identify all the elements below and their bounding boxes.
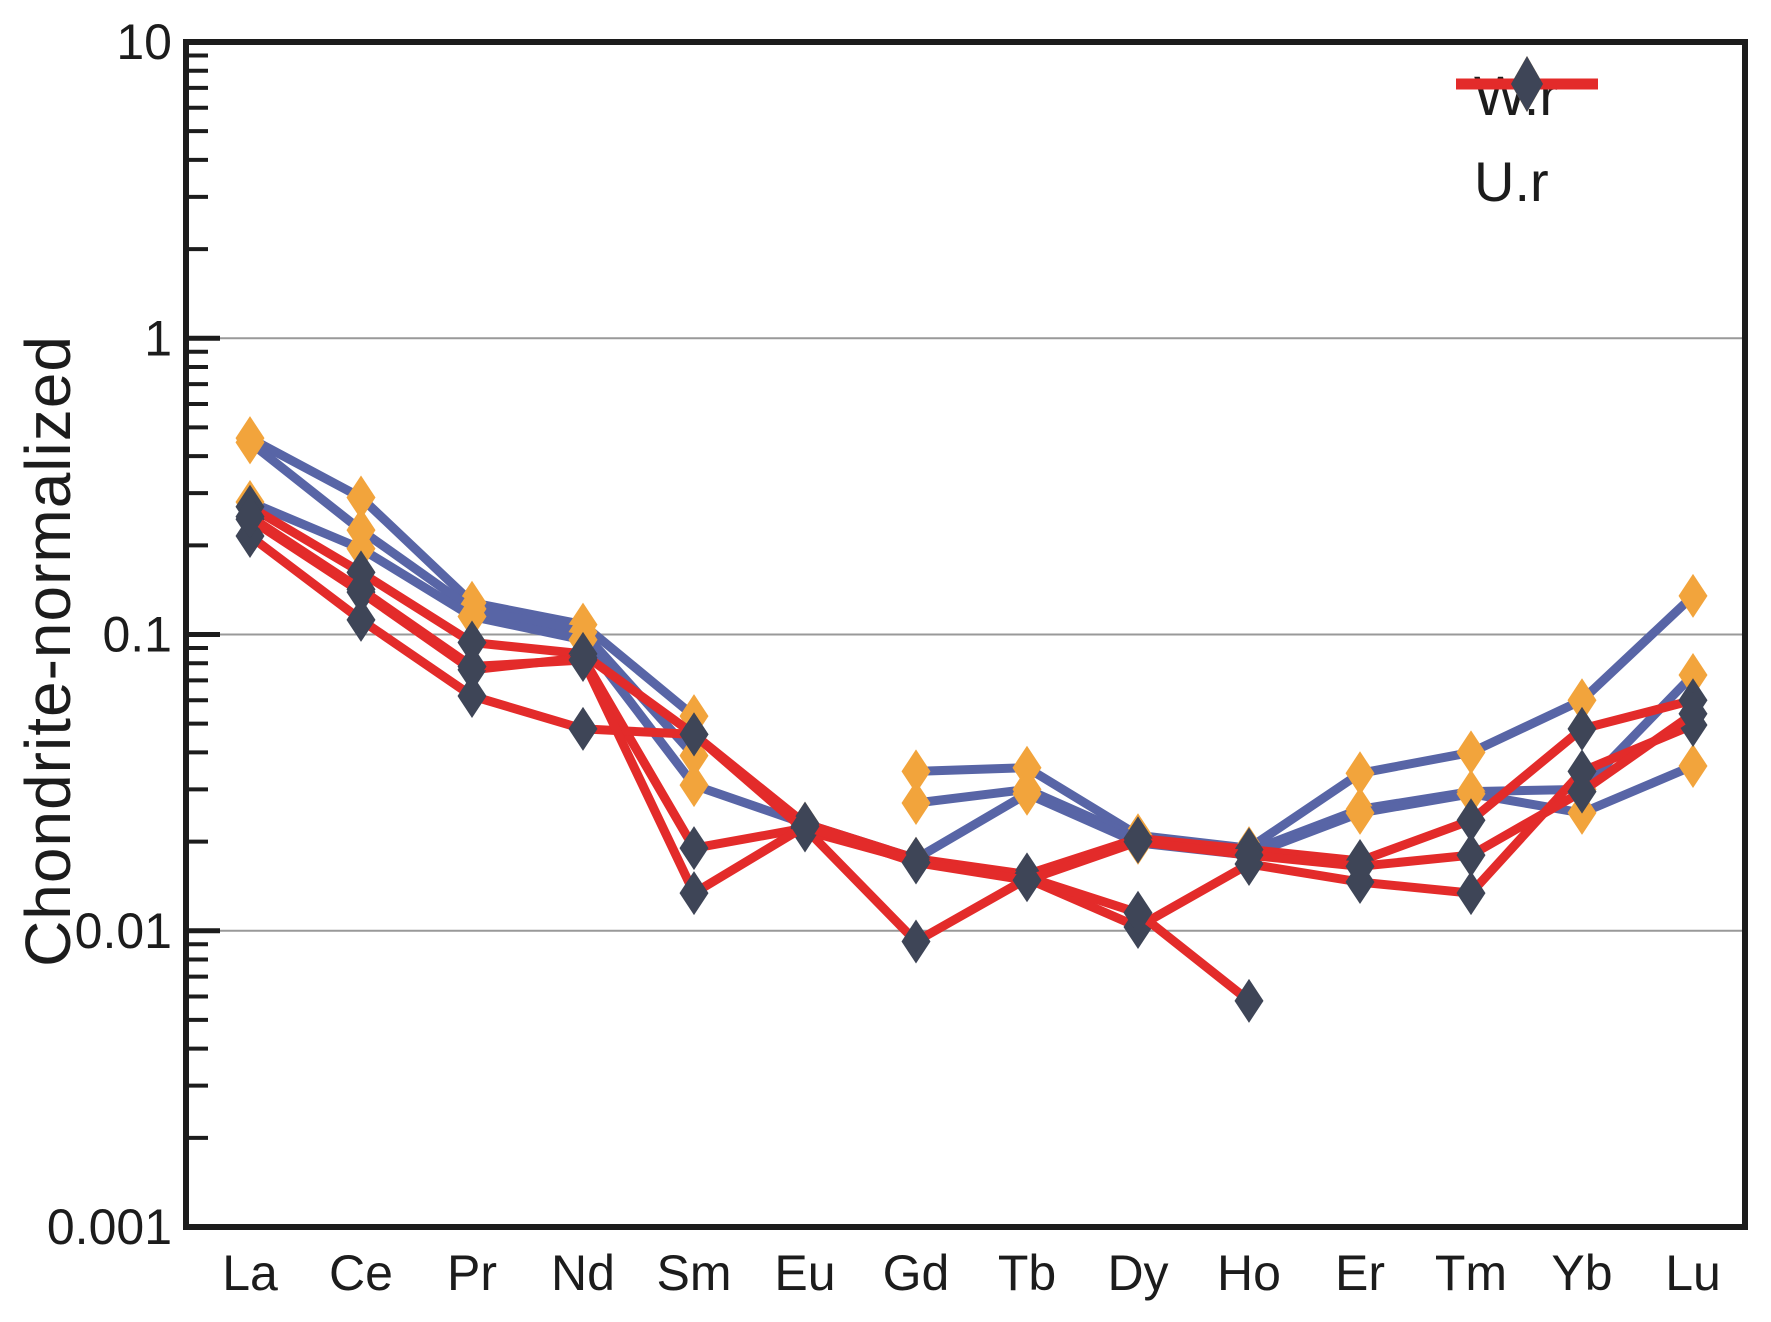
- plot-border: [183, 39, 1748, 1230]
- x-tick-label: Gd: [883, 1245, 950, 1301]
- x-tick-label: Eu: [774, 1245, 835, 1301]
- series-line-U.r: [245, 512, 1698, 898]
- data-point-marker-W.r: [1345, 751, 1375, 796]
- data-point-marker-U.r: [1456, 798, 1486, 843]
- legend-label-ur: U.r: [1474, 149, 1549, 213]
- x-tick-label: Yb: [1551, 1245, 1612, 1301]
- x-tick-label: La: [222, 1245, 278, 1301]
- data-point-marker-U.r: [457, 674, 487, 719]
- data-point-marker-U.r: [901, 840, 931, 885]
- legend-entry-ur: U.r: [1452, 56, 1598, 224]
- data-point-marker-U.r: [1234, 833, 1264, 878]
- legend-label-wr: W.r: [1474, 63, 1558, 127]
- x-tick-label: Ce: [329, 1245, 393, 1301]
- y-tick-label: 0.1: [102, 607, 172, 663]
- series-line-U.r: [245, 514, 1698, 946]
- data-point-marker-U.r: [1456, 833, 1486, 878]
- data-point-marker-U.r: [1678, 691, 1708, 736]
- y-tick-label: 1: [144, 310, 172, 366]
- y-tick-label: 0.01: [75, 903, 172, 959]
- data-point-marker-W.r: [1678, 652, 1708, 697]
- data-point-marker-U.r: [1123, 890, 1153, 935]
- x-tick-label: Sm: [657, 1245, 732, 1301]
- data-point-marker-W.r: [1345, 790, 1375, 835]
- data-point-marker-U.r: [1345, 844, 1375, 889]
- chart-legend: W.r U.r: [1452, 52, 1598, 224]
- data-point-marker-U.r: [790, 804, 820, 849]
- x-tick-label: Nd: [551, 1245, 615, 1301]
- x-tick-label: Tb: [998, 1245, 1056, 1301]
- data-point-marker-W.r: [346, 526, 376, 571]
- data-point-marker-W.r: [1012, 771, 1042, 816]
- x-tick-label: Er: [1335, 1245, 1385, 1301]
- data-point-marker-U.r: [1012, 858, 1042, 903]
- data-point-marker-U.r: [568, 706, 598, 751]
- y-tick-label: 10: [116, 14, 172, 70]
- data-point-marker-W.r: [1567, 678, 1597, 723]
- series-line-W.r: [245, 497, 1698, 864]
- data-point-marker-W.r: [679, 763, 709, 808]
- x-tick-label: Tm: [1435, 1245, 1507, 1301]
- x-tick-label: Dy: [1107, 1245, 1168, 1301]
- data-point-marker-U.r: [901, 919, 931, 964]
- data-point-marker-W.r: [1678, 743, 1708, 788]
- x-tick-label: Ho: [1217, 1245, 1281, 1301]
- data-point-marker-W.r: [1678, 573, 1708, 618]
- y-axis-title: Chondrite-normalized: [12, 335, 84, 967]
- y-tick-label: 0.001: [47, 1199, 172, 1255]
- x-tick-label: Pr: [447, 1245, 497, 1301]
- data-point-marker-U.r: [568, 638, 598, 683]
- data-point-marker-U.r: [679, 871, 709, 916]
- x-tick-label: Lu: [1665, 1245, 1721, 1301]
- data-point-marker-U.r: [1234, 978, 1264, 1023]
- data-point-marker-U.r: [1567, 769, 1597, 814]
- data-point-marker-W.r: [457, 594, 487, 639]
- series-line-U.r: [245, 531, 1254, 1006]
- data-point-marker-U.r: [235, 494, 265, 539]
- data-point-marker-W.r: [346, 475, 376, 520]
- data-point-marker-W.r: [235, 420, 265, 465]
- data-point-marker-U.r: [1123, 819, 1153, 864]
- data-point-marker-U.r: [457, 644, 487, 689]
- data-point-marker-U.r: [346, 567, 376, 612]
- data-point-marker-U.r: [679, 826, 709, 871]
- data-point-marker-U.r: [679, 712, 709, 757]
- data-point-marker-U.r: [346, 597, 376, 642]
- data-point-marker-U.r: [1567, 706, 1597, 751]
- data-point-marker-W.r: [1456, 771, 1486, 816]
- data-point-marker-U.r: [457, 620, 487, 665]
- ur-line-diamond-icon: [1456, 56, 1598, 112]
- data-point-marker-W.r: [901, 749, 931, 794]
- data-point-marker-W.r: [901, 780, 931, 825]
- data-point-marker-W.r: [1456, 730, 1486, 775]
- data-point-marker-U.r: [1456, 871, 1486, 916]
